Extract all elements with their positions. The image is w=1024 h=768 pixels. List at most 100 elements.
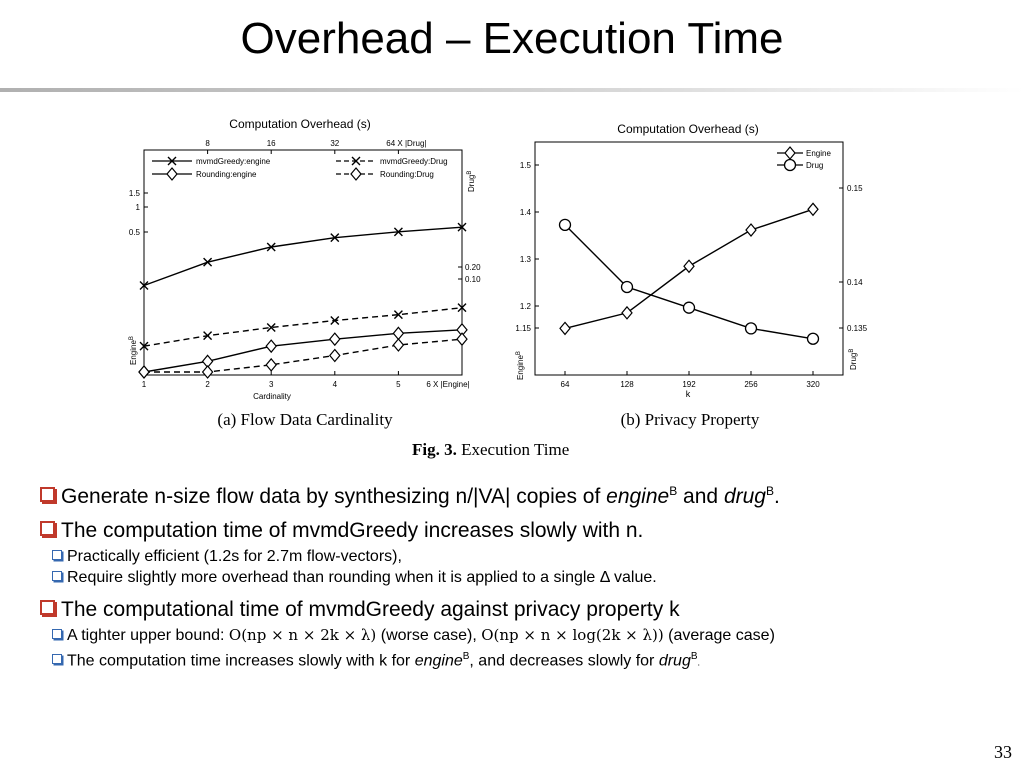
chart-b-ylabel-right: DrugB: [849, 349, 858, 370]
figure-svg: Computation Overhead (s) 1 2 3 4 5 6 X |Engine…: [129, 117, 868, 429]
chart-b-ytick-label: 1.2: [520, 302, 532, 311]
chart-b-ytick-right-label: 0.14: [847, 278, 863, 287]
chart-b-ylabel-left-sup: B: [516, 351, 522, 355]
figure-caption-label: Fig. 3.: [412, 440, 457, 459]
chart-a-legend-label: mvmdGreedy:engine: [196, 157, 271, 166]
chart-b-ytick-label: 1.15: [515, 324, 531, 333]
chart-b-ytick-label: 1.5: [520, 161, 532, 170]
chart-a-xtick-label: 2: [205, 380, 210, 389]
bullet-privacy-property: The computational time of mvmdGreedy aga…: [40, 597, 1000, 623]
chart-a-data-point: [265, 339, 277, 354]
chart-b-xtick-label: 256: [744, 380, 758, 389]
chart-a-data-point: [265, 357, 277, 372]
chart-a-xtick-label: 6 X |Engine|: [426, 380, 469, 389]
chart-b-frame: [534, 141, 844, 376]
chart-b-data-point: [745, 223, 757, 237]
chart-b-xtick-label: 320: [806, 380, 820, 389]
subbullet-increase-decrease: The computation time increases slowly wi…: [52, 646, 1000, 673]
chart-a-data-point: [393, 310, 403, 320]
chart-b-xtick-label: 64: [561, 380, 570, 389]
chart-b-ytick-label: 1.4: [520, 208, 532, 217]
chart-b-data-point: [682, 301, 696, 314]
bullet-checkbox-icon: [40, 521, 55, 536]
figure-caption: Fig. 3. Execution Time: [412, 440, 569, 460]
chart-b-ytick-right-label: 0.15: [847, 184, 863, 193]
subbullet-checkbox-icon: [52, 550, 62, 560]
title-divider: [0, 88, 1024, 92]
chart-a-legend-marker: [350, 167, 362, 181]
chart-a-series-line: [143, 306, 463, 347]
chart-b-ytick-right-label: 0.135: [847, 324, 868, 333]
chart-a-frame: [143, 149, 463, 376]
chart-a-ytick-right-label: 0.10: [465, 275, 481, 284]
chart-b-data-point: [806, 332, 820, 345]
chart-a-xtick-label: 1: [142, 380, 147, 389]
subbullet-overhead: Require slightly more overhead than roun…: [52, 567, 1000, 588]
chart-a-ylabel-left-sup: B: [129, 336, 135, 340]
chart-a-data-point: [139, 341, 149, 351]
chart-a-series-line: [143, 226, 463, 287]
chart-a-data-point: [393, 227, 403, 237]
chart-a-data-point: [457, 303, 467, 313]
bullet-computation-time: The computation time of mvmdGreedy incre…: [40, 518, 1000, 544]
chart-a-data-point: [392, 338, 405, 352]
chart-privacy-property: Computation Overhead (s) 64 128 192 256 320 k 1…: [515, 122, 867, 429]
chart-a-ytick-label: 1.5: [129, 189, 141, 198]
chart-a-data-point: [203, 257, 213, 267]
chart-a-data-point: [329, 332, 341, 347]
chart-b-xlabel: k: [686, 389, 691, 399]
chart-b-xtick-label: 192: [682, 380, 696, 389]
chart-a-data-point: [330, 316, 340, 325]
chart-b-legend-marker: [783, 158, 797, 172]
chart-a-top-tick-label: 64 X |Drug|: [386, 139, 426, 148]
chart-b-ylabel-right-sup: B: [849, 349, 855, 353]
bullet-synthesize: Generate n-size flow data by synthesizin…: [40, 478, 1000, 510]
chart-a-data-point: [329, 348, 341, 363]
chart-b-data-point: [620, 280, 634, 294]
chart-a-data-point: [201, 365, 214, 379]
chart-a-xlabel: Cardinality: [253, 392, 291, 401]
chart-a-series-line: [144, 338, 463, 373]
chart-b-title: Computation Overhead (s): [617, 122, 758, 136]
chart-b-data-point: [744, 322, 758, 335]
chart-a-data-point: [330, 233, 340, 243]
chart-b-data-point: [683, 259, 695, 274]
chart-b-data-point: [621, 305, 633, 320]
subbullet-checkbox-icon: [52, 571, 62, 581]
bullet-checkbox-icon: [40, 600, 55, 615]
chart-a-ylabel-right-sup: B: [467, 171, 473, 175]
chart-b-caption: (b) Privacy Property: [621, 410, 760, 429]
subbullet-efficient: Practically efficient (1.2s for 2.7m flo…: [52, 546, 1000, 567]
chart-a-data-point: [266, 323, 276, 332]
chart-a-xtick-label: 3: [269, 380, 274, 389]
figure-caption-text: Execution Time: [461, 440, 570, 459]
chart-a-data-point: [457, 222, 467, 232]
chart-a-ytick-label: 0.5: [129, 228, 141, 237]
chart-a-ytick-right-label: 0.20: [465, 263, 481, 272]
chart-a-ylabel-right: DrugB: [467, 171, 476, 192]
figure: Computation Overhead (s) 1 2 3 4 5 6 X |Engine…: [0, 95, 1024, 470]
chart-a-legend-label: Rounding:Drug: [380, 170, 434, 179]
chart-a-data-point: [138, 365, 150, 379]
chart-a-legend-label: Rounding:engine: [196, 170, 257, 179]
chart-b-legend-label: Engine: [806, 149, 831, 158]
subbullet-checkbox-icon: [52, 629, 62, 639]
chart-a-legend-marker: [166, 167, 178, 181]
chart-a-data-point: [456, 332, 468, 347]
chart-b-xtick-label: 128: [620, 380, 634, 389]
page-number: 33: [994, 742, 1012, 762]
bullet-list: Generate n-size flow data by synthesizin…: [40, 478, 1000, 673]
chart-a-data-point: [266, 242, 276, 252]
subbullet-checkbox-icon: [52, 654, 62, 665]
chart-b-data-point: [807, 202, 819, 217]
chart-a-data-point: [139, 281, 149, 290]
bullet-checkbox-icon: [40, 487, 55, 502]
slide-title: Overhead – Execution Time: [240, 14, 784, 63]
chart-flow-data-cardinality: Computation Overhead (s) 1 2 3 4 5 6 X |Engine…: [129, 117, 481, 429]
chart-a-top-tick-label: 32: [330, 139, 339, 148]
chart-a-legend-label: mvmdGreedy:Drug: [380, 157, 448, 166]
chart-a-top-tick-label: 16: [267, 139, 276, 148]
chart-b-legend-label: Drug: [806, 161, 823, 170]
chart-a-title: Computation Overhead (s): [229, 117, 370, 131]
chart-a-ylabel-left: EngineB: [129, 336, 138, 365]
